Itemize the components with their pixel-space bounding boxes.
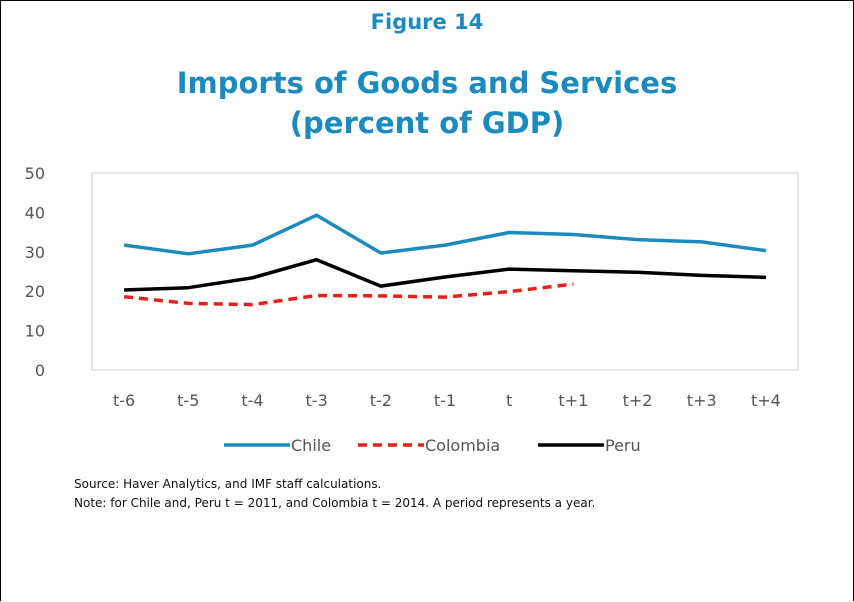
y-tick-label: 30 <box>25 243 45 262</box>
y-tick-label: 50 <box>25 164 45 183</box>
x-tick-label: t+1 <box>558 391 588 410</box>
legend-label-colombia: Colombia <box>425 436 500 455</box>
y-tick-label: 10 <box>25 322 45 341</box>
chart-title-line2: (percent of GDP) <box>289 106 565 140</box>
y-tick-label: 0 <box>35 361 45 380</box>
chart-title-line1: Imports of Goods and Services <box>176 66 678 100</box>
legend-label-chile: Chile <box>291 436 331 455</box>
x-tick-label: t-2 <box>370 391 392 410</box>
chart-notes: Source: Haver Analytics, and IMF staff c… <box>74 475 595 513</box>
x-tick-label: t-1 <box>434 391 456 410</box>
x-tick-label: t+2 <box>623 391 653 410</box>
x-tick-label: t-4 <box>241 391 263 410</box>
plot-area <box>91 172 799 371</box>
x-tick-label: t-5 <box>177 391 199 410</box>
series-line-colombia <box>123 282 574 307</box>
series-line-peru <box>124 257 766 292</box>
chart-title: Imports of Goods and Services (percent o… <box>0 63 854 143</box>
x-tick-label: t+3 <box>687 391 717 410</box>
y-tick-label: 40 <box>25 203 45 222</box>
x-tick-label: t-3 <box>306 391 328 410</box>
series-line-chile <box>123 213 767 256</box>
footnote: Note: for Chile and, Peru t = 2011, and … <box>74 496 596 510</box>
figure-label: Figure 14 <box>370 10 484 34</box>
x-tick-label: t <box>506 391 512 410</box>
y-tick-label: 20 <box>25 282 45 301</box>
source-note: Source: Haver Analytics, and IMF staff c… <box>74 477 382 491</box>
legend-label-peru: Peru <box>605 436 641 455</box>
x-tick-label: t+4 <box>751 391 781 410</box>
line-chart: 0 10 20 30 40 50 t-6 t-5 t-4 t-3 t-2 t-1 t t+1 t+2 t+3 t… <box>25 164 799 455</box>
x-tick-label: t-6 <box>113 391 135 410</box>
